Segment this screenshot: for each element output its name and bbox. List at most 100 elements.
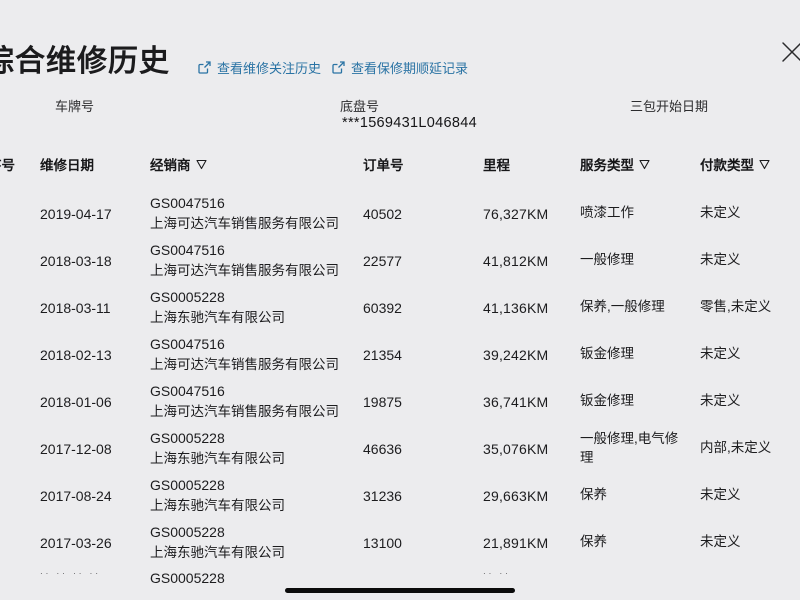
mileage-cell: 41,136KM xyxy=(483,299,549,316)
dealer-code: GS0047516 xyxy=(150,194,225,211)
repair-date-cell-clipped: ·· ·· ·· ·· xyxy=(40,569,101,578)
chassis-number-label: 底盘号 xyxy=(340,99,380,114)
repair-date-cell: 2019-04-17 xyxy=(40,205,112,222)
dealer-cell: GS0005228 上海东驰汽车有限公司 xyxy=(150,428,363,469)
repair-date-cell: 2017-12-08 xyxy=(40,440,112,457)
order-number-cell: 31236 xyxy=(363,487,402,504)
repair-date-cell: 2017-08-24 xyxy=(40,487,112,504)
service-type-cell: 喷漆工作 xyxy=(580,205,634,221)
table-row: 2017-03-26 GS0005228 上海东驰汽车有限公司 13100 21… xyxy=(0,519,800,566)
filter-icon[interactable] xyxy=(639,159,650,170)
close-icon xyxy=(782,42,800,62)
dealer-code: GS0047516 xyxy=(150,382,225,399)
table-row: 2017-08-24 GS0005228 上海东驰汽车有限公司 31236 29… xyxy=(0,472,800,519)
service-type-cell: 保养 xyxy=(580,534,607,550)
mileage-cell: 35,076KM xyxy=(483,440,549,457)
table-row: 2019-04-17 GS0047516 上海可达汽车销售服务有限公司 4050… xyxy=(0,190,800,237)
dealer-cell: GS0047516 上海可达汽车销售服务有限公司 xyxy=(150,240,363,281)
repair-date-cell: 2018-01-06 xyxy=(40,393,112,410)
table-body: 2019-04-17 GS0047516 上海可达汽车销售服务有限公司 4050… xyxy=(0,190,800,584)
order-number-cell: 13100 xyxy=(363,534,402,551)
service-type-cell: 钣金修理 xyxy=(580,346,634,362)
order-number-cell: 19875 xyxy=(363,393,402,410)
mileage-cell: 41,812KM xyxy=(483,252,549,269)
dealer-name: 上海东驰汽车有限公司 xyxy=(150,309,285,325)
repair-date-cell: 2018-03-18 xyxy=(40,252,112,269)
home-indicator-bar xyxy=(285,588,515,593)
dealer-code: GS0005228 xyxy=(150,570,225,584)
view-warranty-extension-link[interactable]: 查看保修期顺延记录 xyxy=(332,58,468,77)
dealer-name: 上海可达汽车销售服务有限公司 xyxy=(150,356,339,372)
column-header-label: 付款类型 xyxy=(700,158,754,173)
mileage-cell-clipped: ·· ·· xyxy=(483,569,511,578)
mileage-cell: 76,327KM xyxy=(483,205,549,222)
payment-type-cell: 零售,未定义 xyxy=(700,299,772,315)
dealer-name: 上海可达汽车销售服务有限公司 xyxy=(150,262,339,278)
warranty-start-date-label: 三包开始日期 xyxy=(630,99,709,114)
close-button[interactable] xyxy=(781,41,800,63)
service-type-cell: 钣金修理 xyxy=(580,393,634,409)
dealer-code: GS0005228 xyxy=(150,476,225,493)
dealer-cell: GS0005228 上海东驰汽车有限公司 xyxy=(150,475,363,516)
dealer-cell: GS0005228 上海东驰汽车有限公司 xyxy=(150,522,363,563)
table-row: 2018-01-06 GS0047516 上海可达汽车销售服务有限公司 1987… xyxy=(0,378,800,425)
chassis-number-value: ***1569431L046844 xyxy=(342,115,477,131)
dealer-cell: GS0047516 上海可达汽车销售服务有限公司 xyxy=(150,381,363,422)
column-header: 经销商 xyxy=(150,154,363,174)
service-type-cell: 一般修理,电气修理 xyxy=(580,431,679,465)
dealer-cell: GS0047516 上海可达汽车销售服务有限公司 xyxy=(150,193,363,234)
filter-icon[interactable] xyxy=(195,159,207,170)
order-number-cell: 40502 xyxy=(363,205,402,222)
dealer-code: GS0005228 xyxy=(150,429,225,446)
service-type-cell: 一般修理 xyxy=(580,252,634,268)
dealer-code: GS0047516 xyxy=(150,241,225,258)
service-type-cell: 保养,一般修理 xyxy=(580,299,665,315)
plate-number-label: 车牌号 xyxy=(55,99,95,114)
dealer-code: GS0005228 xyxy=(150,523,225,540)
order-number-cell: 22577 xyxy=(363,252,402,269)
payment-type-cell: 未定义 xyxy=(700,534,741,550)
dealer-name: 上海东驰汽车有限公司 xyxy=(150,544,285,560)
view-repair-follow-history-link[interactable]: 查看维修关注历史 xyxy=(198,58,321,77)
dealer-name: 上海东驰汽车有限公司 xyxy=(150,450,285,466)
payment-type-cell: 内部,未定义 xyxy=(700,440,772,456)
maintenance-history-table: 序号 维修日期 经销商 订单号 里程 服务类型 付款类型 xyxy=(0,148,800,584)
view-repair-follow-history-label: 查看维修关注历史 xyxy=(217,61,322,76)
column-header: 订单号 xyxy=(363,154,483,174)
column-header: 维修日期 xyxy=(40,154,150,174)
dealer-code: GS0005228 xyxy=(150,288,225,305)
external-link-icon xyxy=(198,61,211,74)
column-header: 付款类型 xyxy=(700,154,800,174)
column-header-label: 服务类型 xyxy=(580,158,634,173)
dealer-code: GS0047516 xyxy=(150,335,225,352)
filter-icon[interactable] xyxy=(759,159,770,170)
payment-type-cell: 未定义 xyxy=(700,252,741,268)
dealer-name: 上海可达汽车销售服务有限公司 xyxy=(150,403,339,419)
mileage-cell: 39,242KM xyxy=(483,346,549,363)
column-header-label: 里程 xyxy=(483,158,510,173)
dealer-cell: GS0047516 上海可达汽车销售服务有限公司 xyxy=(150,334,363,375)
repair-date-cell: 2017-03-26 xyxy=(40,534,112,551)
order-number-cell: 46636 xyxy=(363,440,402,457)
dealer-cell: GS0005228 上海东驰汽车有限公司 xyxy=(150,287,363,328)
dealer-name: 上海东驰汽车有限公司 xyxy=(150,497,285,513)
payment-type-cell: 未定义 xyxy=(700,393,741,409)
table-row-partial: ·· ·· ·· ·· GS0005228 ·· ·· xyxy=(0,566,800,584)
column-header: 里程 xyxy=(483,154,580,174)
mileage-cell: 29,663KM xyxy=(483,487,549,504)
payment-type-cell: 未定义 xyxy=(700,487,741,503)
payment-type-cell: 未定义 xyxy=(700,346,741,362)
external-link-icon xyxy=(332,61,345,74)
table-row: 2018-03-11 GS0005228 上海东驰汽车有限公司 60392 41… xyxy=(0,284,800,331)
column-header-label: 序号 xyxy=(0,158,15,173)
page-title: 综合维修历史 xyxy=(0,45,170,78)
dealer-name: 上海可达汽车销售服务有限公司 xyxy=(150,215,339,231)
column-header: 服务类型 xyxy=(580,154,700,174)
table-row: 2017-12-08 GS0005228 上海东驰汽车有限公司 46636 35… xyxy=(0,425,800,472)
repair-date-cell: 2018-02-13 xyxy=(40,346,112,363)
repair-date-cell: 2018-03-11 xyxy=(40,299,111,316)
mileage-cell: 21,891KM xyxy=(483,534,549,551)
dealer-cell: GS0005228 xyxy=(150,568,363,584)
table-header-row: 序号 维修日期 经销商 订单号 里程 服务类型 付款类型 xyxy=(0,148,800,180)
service-type-cell: 保养 xyxy=(580,487,607,503)
